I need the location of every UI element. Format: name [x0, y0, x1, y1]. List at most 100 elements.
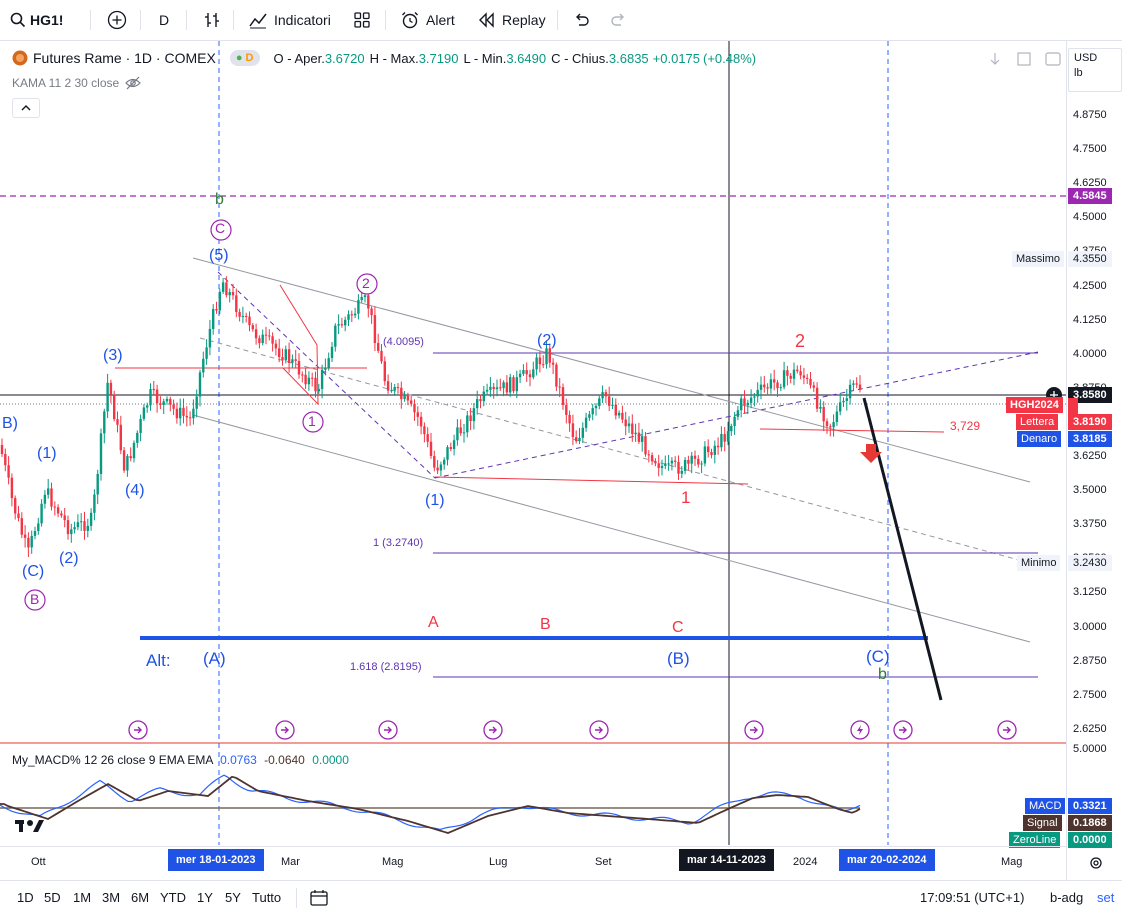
settings-pane-button[interactable] [1043, 50, 1063, 68]
indicators-button[interactable]: Indicatori [248, 0, 331, 40]
undo-button[interactable] [572, 0, 590, 40]
wave-circle-b [24, 589, 46, 611]
candle-body [294, 359, 297, 361]
candle-body [542, 364, 545, 366]
candle-body [436, 467, 439, 471]
date-range-button[interactable] [309, 881, 329, 915]
candle-body [373, 315, 377, 344]
candle-body [17, 513, 20, 519]
candle-body [584, 417, 588, 428]
candle-body [353, 313, 357, 316]
range-button-5y[interactable]: 5Y [225, 890, 241, 905]
clock[interactable]: 17:09:51 (UTC+1) [920, 890, 1025, 905]
candle-body [136, 432, 139, 443]
candle-body [116, 419, 119, 425]
candle-body [390, 390, 393, 392]
currency-selector[interactable]: USD lb [1068, 48, 1122, 92]
gear-icon [1090, 857, 1102, 869]
rewind-icon [479, 12, 494, 28]
range-button-5d[interactable]: 5D [44, 890, 61, 905]
layout-button[interactable] [353, 0, 371, 40]
event-marker-icon[interactable] [378, 720, 398, 740]
event-marker-icon[interactable] [893, 720, 913, 740]
candle-body [410, 400, 413, 404]
event-marker-icon[interactable] [997, 720, 1017, 740]
candle-body [756, 389, 759, 397]
candle-body [317, 388, 320, 392]
price-chart[interactable] [0, 41, 1066, 845]
candle-body [489, 386, 492, 390]
settlement-toggle[interactable]: set [1097, 890, 1115, 905]
channel-line-lower [192, 414, 1031, 643]
candle-body [278, 348, 281, 358]
search-icon [10, 12, 26, 28]
level-label-3729: 3,729 [950, 419, 981, 433]
candle-body [456, 427, 459, 441]
candle-body [720, 434, 723, 448]
adjustment-toggle[interactable]: b-adg [1050, 890, 1084, 905]
candle-body [419, 416, 423, 427]
fullscreen-button[interactable] [1014, 50, 1034, 68]
range-button-3m[interactable]: 3M [102, 890, 121, 905]
candle-body [733, 416, 736, 426]
candle-body [406, 395, 410, 401]
axis-settings-button[interactable] [1088, 855, 1104, 876]
redo-button[interactable] [610, 0, 628, 40]
candle-body [664, 463, 667, 466]
candlestick-series [0, 276, 862, 558]
range-button-1m[interactable]: 1M [73, 890, 92, 905]
candle-body [192, 408, 195, 419]
candle-body [386, 381, 390, 391]
event-markers [128, 720, 1017, 740]
close-label: C - Chius. [551, 50, 609, 66]
range-button-1y[interactable]: 1Y [197, 890, 213, 905]
candle-body [357, 300, 360, 314]
replay-label: Replay [502, 12, 546, 28]
kama-legend[interactable]: KAMA 11 2 30 close [12, 76, 142, 90]
candle-body [515, 377, 518, 392]
candle-body [608, 396, 611, 406]
compare-button[interactable] [107, 0, 127, 40]
candle-body [782, 370, 786, 388]
event-marker-icon[interactable] [744, 720, 764, 740]
current-price-label: 3.8580 [1068, 387, 1112, 403]
candle-body [380, 350, 383, 362]
candle-body [320, 369, 324, 389]
wave-label-2: (2) [537, 332, 557, 349]
range-button-tutto[interactable]: Tutto [252, 890, 282, 905]
candle-body [459, 427, 462, 434]
candle-body [819, 407, 822, 409]
candle-body [172, 404, 175, 409]
macd-legend[interactable]: My_MACD% 12 26 close 9 EMA EMA 0.0763 -0… [12, 753, 349, 767]
range-button-6m[interactable]: 6M [131, 890, 150, 905]
projection-line [862, 397, 943, 701]
event-marker-icon[interactable] [275, 720, 295, 740]
eye-hidden-icon[interactable] [125, 76, 142, 90]
collapse-legend-button[interactable] [12, 98, 40, 118]
lightning-marker-icon[interactable] [850, 720, 870, 740]
alert-button[interactable]: Alert [400, 0, 455, 40]
candle-body [479, 399, 482, 402]
delayed-badge-label: D [245, 52, 254, 64]
event-marker-icon[interactable] [483, 720, 503, 740]
replay-button[interactable]: Replay [478, 0, 546, 40]
zeroline-price-value: 0.0000 [1068, 832, 1112, 848]
candle-body [832, 422, 835, 428]
interval-button[interactable]: D [159, 12, 170, 28]
event-marker-icon[interactable] [589, 720, 609, 740]
symbol-search[interactable]: HG1! [10, 0, 63, 40]
candle-body [806, 377, 809, 379]
candle-body [581, 427, 584, 438]
candle-body [40, 503, 43, 524]
time-label: Mar [281, 856, 300, 868]
denaro-value: 3.8185 [1068, 431, 1112, 447]
candle-body [413, 403, 416, 413]
chart-type-button[interactable] [203, 0, 221, 40]
download-button[interactable] [985, 50, 1005, 68]
range-button-ytd[interactable]: YTD [160, 890, 186, 905]
event-marker-icon[interactable] [128, 720, 148, 740]
range-button-1d[interactable]: 1D [17, 890, 34, 905]
candle-body [169, 398, 172, 405]
alt-label: Alt: [146, 651, 171, 670]
candle-body [188, 417, 192, 419]
